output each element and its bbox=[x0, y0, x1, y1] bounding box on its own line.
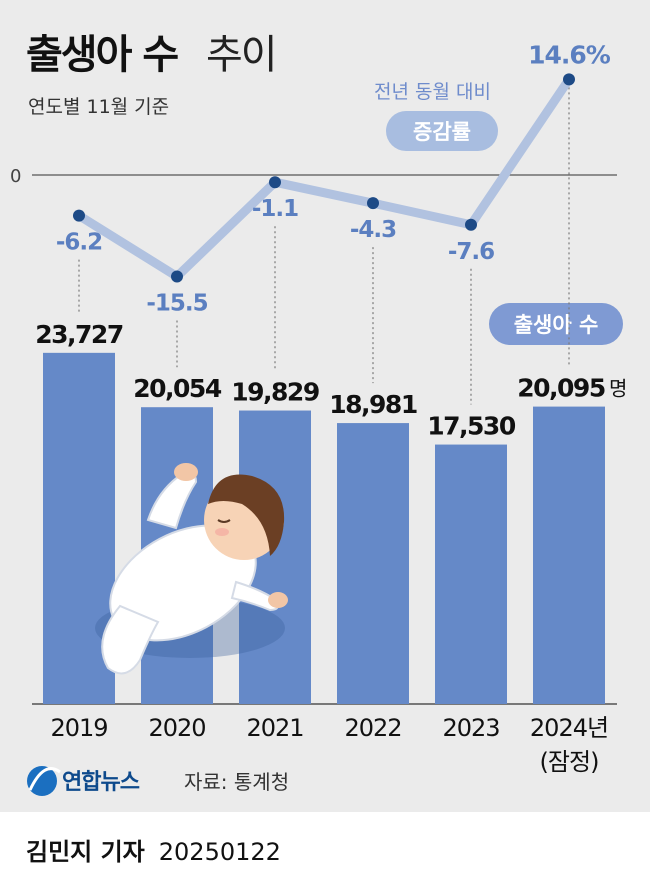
bar-value-label-5: 20,095 bbox=[517, 374, 605, 403]
bar-4 bbox=[435, 444, 507, 704]
bar-value-label-3: 18,981 bbox=[329, 390, 417, 419]
bar-value-label-1: 20,054 bbox=[133, 374, 222, 403]
publish-date: 20250122 bbox=[158, 838, 281, 866]
rate-legend-pill: 증감률 bbox=[386, 111, 498, 151]
rate-line bbox=[74, 74, 574, 282]
rate-value-label-0: -6.2 bbox=[56, 230, 102, 256]
rate-value-label-3: -4.3 bbox=[350, 217, 396, 243]
baby-illustration-icon bbox=[95, 463, 288, 675]
category-label-0: 2019 bbox=[50, 714, 107, 742]
rate-point-0 bbox=[73, 209, 85, 222]
category-label-4: 2023 bbox=[442, 714, 499, 742]
rate-point-5 bbox=[563, 73, 575, 86]
rate-legend-caption: 전년 동월 대비 bbox=[374, 81, 491, 103]
bar-unit-label: 명 bbox=[609, 377, 627, 401]
bar-value-label-0: 23,727 bbox=[35, 320, 123, 349]
byline: 김민지 기자 20250122 bbox=[26, 832, 281, 867]
category-label-2: 2021 bbox=[246, 714, 303, 742]
yonhap-logo-icon bbox=[27, 766, 61, 796]
rate-value-label-1: -15.5 bbox=[146, 291, 207, 317]
chart-subtitle: 연도별 11월 기준 bbox=[28, 96, 169, 118]
bar-value-label-2: 19,829 bbox=[231, 378, 319, 407]
births-legend-pill: 출생아 수 bbox=[489, 303, 623, 345]
zero-label: 0 bbox=[10, 166, 21, 187]
rate-point-2 bbox=[269, 176, 281, 189]
brand-name: 연합뉴스 bbox=[62, 769, 140, 795]
rate-legend-label: 증감률 bbox=[413, 120, 471, 144]
author-name: 김민지 기자 bbox=[26, 838, 145, 866]
bar-value-label-4: 17,530 bbox=[427, 412, 516, 441]
rate-value-label-4: -7.6 bbox=[448, 239, 494, 265]
chart-title: 출생아 수 bbox=[26, 32, 178, 78]
footer-band bbox=[0, 812, 650, 880]
category-label-5: 2024년 bbox=[530, 714, 608, 742]
bar-5 bbox=[533, 406, 605, 704]
rate-value-label-5: 14.6% bbox=[528, 40, 611, 69]
source-label: 자료: 통계청 bbox=[184, 770, 289, 794]
category-label-3: 2022 bbox=[344, 714, 401, 742]
rate-point-1 bbox=[171, 270, 183, 283]
chart-title-sub: 추이 bbox=[206, 32, 276, 78]
chart: 출생아 수 추이 연도별 11월 기준 전년 동월 대비 증감률 출생아 수 0… bbox=[10, 32, 627, 796]
category-note: (잠정) bbox=[540, 748, 599, 776]
rate-value-label-2: -1.1 bbox=[252, 196, 298, 222]
rate-point-3 bbox=[367, 197, 379, 210]
bar-3 bbox=[337, 423, 409, 704]
births-legend-label: 출생아 수 bbox=[514, 313, 599, 337]
rate-point-4 bbox=[465, 218, 477, 231]
category-label-1: 2020 bbox=[148, 714, 205, 742]
